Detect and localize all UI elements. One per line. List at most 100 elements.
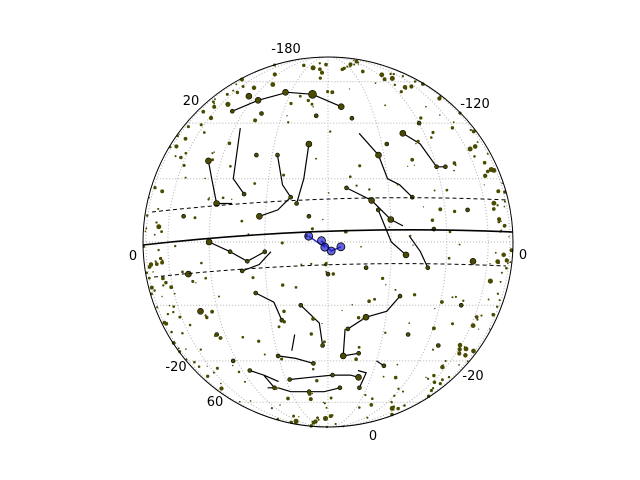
star-point	[316, 416, 319, 420]
star-point	[502, 223, 507, 228]
star-point	[270, 82, 276, 87]
star-point	[263, 353, 266, 356]
star-point	[469, 128, 472, 132]
star-point	[457, 342, 463, 348]
star-point	[505, 266, 508, 270]
star-point	[431, 326, 436, 331]
upper-dashed-line	[151, 197, 509, 213]
star-point	[387, 216, 395, 223]
highlight-star	[304, 231, 314, 241]
star-point	[310, 65, 316, 71]
star-point	[500, 271, 503, 274]
star-point	[310, 227, 314, 231]
star-point	[161, 295, 163, 298]
star-point	[394, 288, 397, 291]
star-point	[463, 346, 469, 352]
star-point	[444, 359, 447, 363]
star-point	[205, 315, 209, 320]
star-point	[240, 219, 244, 223]
star-point	[302, 63, 306, 68]
grid-meridian	[334, 56, 511, 428]
star-point	[325, 271, 331, 277]
lower-dashed-line	[153, 263, 507, 278]
label-left: 0	[129, 249, 137, 264]
star-point	[217, 295, 221, 298]
star-point	[225, 92, 229, 96]
star-point	[179, 155, 183, 160]
star-point	[309, 332, 313, 336]
star-point	[251, 276, 255, 280]
star-point	[447, 256, 451, 260]
label-lower-left: -20	[165, 360, 186, 375]
star-point	[480, 314, 483, 317]
star-point	[416, 120, 422, 126]
star-point	[169, 285, 174, 290]
star-point	[147, 276, 151, 280]
star-point	[452, 161, 457, 165]
star-point	[166, 312, 170, 316]
star-point	[407, 165, 409, 167]
star-point	[348, 62, 353, 67]
star-point	[206, 374, 210, 378]
star-point	[245, 258, 250, 264]
star-point	[177, 347, 180, 350]
star-point	[432, 380, 437, 385]
star-point	[402, 84, 408, 90]
star-point	[437, 96, 442, 101]
star-point	[396, 363, 399, 366]
star-point	[491, 312, 496, 317]
star-point	[262, 249, 268, 254]
star-point	[362, 313, 370, 321]
star-point	[149, 285, 154, 290]
star-point	[471, 348, 476, 354]
star-point	[307, 391, 312, 396]
constellation-line	[346, 187, 404, 227]
star-point	[360, 69, 365, 74]
star-point	[440, 300, 444, 304]
star-point	[324, 261, 328, 265]
star-point	[208, 197, 211, 199]
star-point	[353, 59, 355, 61]
star-point	[210, 309, 214, 314]
star-point	[434, 164, 439, 170]
star-point	[148, 262, 154, 267]
star-point	[256, 213, 263, 220]
star-point	[487, 298, 490, 301]
label-upper-right: -120	[460, 97, 490, 112]
star-point	[160, 230, 164, 234]
star-point	[318, 76, 322, 80]
star-point	[430, 218, 435, 222]
star-point	[366, 416, 369, 419]
star-point	[280, 357, 284, 361]
star-point	[153, 233, 156, 236]
star-point	[467, 146, 473, 152]
star-point	[254, 152, 259, 158]
star-point	[409, 234, 412, 237]
star-point	[330, 372, 335, 378]
star-point	[308, 397, 313, 402]
star-point	[448, 230, 452, 234]
star-point	[358, 406, 361, 409]
star-point	[501, 182, 504, 185]
star-point	[452, 209, 457, 214]
star-point	[476, 141, 479, 144]
star-point	[458, 364, 460, 366]
star-point	[315, 378, 319, 383]
star-point	[331, 272, 336, 276]
star-point	[435, 343, 441, 348]
constellation-line	[208, 241, 266, 262]
star-point	[509, 261, 512, 264]
star-point	[322, 218, 324, 221]
star-point	[211, 100, 215, 104]
star-point	[152, 271, 154, 273]
star-point	[412, 244, 414, 246]
constellation-line	[402, 132, 446, 168]
star-point	[191, 279, 195, 283]
star-point	[356, 350, 362, 356]
star-point	[339, 352, 347, 360]
star-point	[254, 97, 262, 104]
star-point	[184, 151, 188, 155]
highlight-star	[326, 246, 336, 256]
star-point	[337, 103, 345, 110]
